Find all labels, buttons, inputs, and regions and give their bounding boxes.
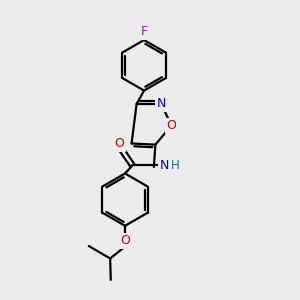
Text: O: O — [167, 119, 176, 132]
Text: F: F — [140, 25, 148, 38]
Text: O: O — [115, 137, 124, 150]
Text: N: N — [157, 98, 166, 110]
Text: O: O — [120, 234, 130, 247]
Text: N: N — [160, 159, 169, 172]
Text: H: H — [171, 159, 180, 172]
